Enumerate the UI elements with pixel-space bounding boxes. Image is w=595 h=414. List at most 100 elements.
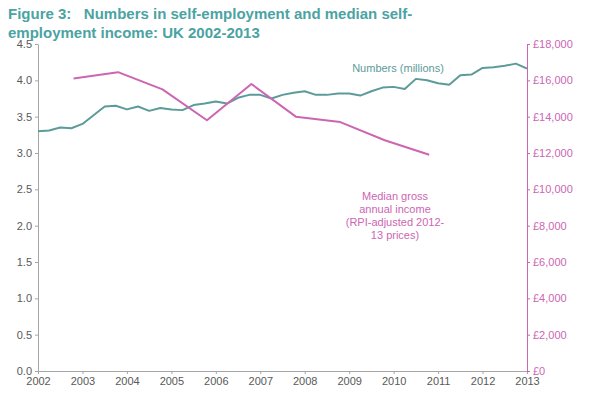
tick-label: £6,000 (533, 256, 567, 268)
tick: £18,000 (527, 38, 573, 50)
tick-mark (527, 189, 530, 190)
tick: 4.0 (17, 74, 38, 86)
tick-mark (35, 371, 38, 372)
tick: 2010 (382, 371, 406, 387)
tick-mark (35, 298, 38, 299)
x-axis: 2002200320042005200620072008200920102011… (26, 371, 539, 387)
tick-label: 0.5 (17, 329, 32, 341)
tick-mark (260, 371, 261, 374)
tick-label: £8,000 (533, 220, 567, 232)
tick: 2005 (160, 371, 184, 387)
tick-mark (527, 335, 530, 336)
tick-label: £16,000 (533, 74, 573, 86)
tick-label: 3.0 (17, 147, 32, 159)
tick: £2,000 (527, 329, 567, 341)
tick: 2003 (71, 371, 95, 387)
tick-label: 2.0 (17, 220, 32, 232)
y-axis: 0.0 0.5 1.0 1.5 2.0 2.5 3.0 3.5 4.0 4.5 (17, 38, 39, 377)
tick-mark (394, 371, 395, 374)
tick-mark (527, 298, 530, 299)
chart: 2002200320042005200620072008200920102011… (0, 0, 595, 414)
series-label: Numbers (millions) (318, 62, 478, 75)
tick-mark (483, 371, 484, 374)
tick: £14,000 (527, 111, 573, 123)
tick: 2012 (471, 371, 495, 387)
tick: 1.0 (17, 292, 38, 304)
tick-mark (35, 189, 38, 190)
tick-label: £2,000 (533, 329, 567, 341)
tick-mark (35, 153, 38, 154)
series-label: Median gross annual income (RPI-adjusted… (345, 190, 445, 242)
tick: 2004 (115, 371, 139, 387)
tick: 2006 (204, 371, 228, 387)
tick-mark (35, 262, 38, 263)
tick: £6,000 (527, 256, 567, 268)
tick: 0.0 (17, 365, 38, 377)
tick-mark (35, 44, 38, 45)
tick-mark (82, 371, 83, 374)
tick-mark (216, 371, 217, 374)
tick: 2.5 (17, 183, 38, 195)
tick: 2011 (427, 371, 451, 387)
tick-label: 2.5 (17, 183, 32, 195)
tick-label: 2012 (471, 375, 495, 387)
tick: 2.0 (17, 220, 38, 232)
tick-mark (35, 117, 38, 118)
series-line (74, 72, 430, 155)
tick-mark (127, 371, 128, 374)
tick-mark (527, 226, 530, 227)
tick: 3.0 (17, 147, 38, 159)
axis-line (39, 371, 528, 372)
plot-area (38, 64, 527, 155)
tick-label: 0.0 (17, 365, 32, 377)
tick-mark (171, 371, 172, 374)
tick-label: 2004 (115, 375, 139, 387)
tick: 2009 (337, 371, 361, 387)
tick: £10,000 (527, 183, 573, 195)
tick-mark (527, 80, 530, 81)
tick-label: 2006 (204, 375, 228, 387)
axis-line (527, 45, 528, 372)
tick-label: 2010 (382, 375, 406, 387)
tick-mark (527, 153, 530, 154)
tick: £0 (527, 365, 545, 377)
tick-label: £0 (533, 365, 545, 377)
tick-label: 2007 (249, 375, 273, 387)
tick: 2008 (293, 371, 317, 387)
tick-mark (305, 371, 306, 374)
tick-mark (35, 226, 38, 227)
tick-mark (35, 80, 38, 81)
tick-label: £4,000 (533, 292, 567, 304)
tick-label: 1.5 (17, 256, 32, 268)
tick: 1.5 (17, 256, 38, 268)
tick-label: £12,000 (533, 147, 573, 159)
tick: £16,000 (527, 74, 573, 86)
chart-title: Figure 3: Numbers in self-employment and… (8, 4, 478, 42)
tick: 4.5 (17, 38, 38, 50)
tick-label: 2011 (427, 375, 451, 387)
tick-mark (527, 262, 530, 263)
tick: 3.5 (17, 111, 38, 123)
tick: £8,000 (527, 220, 567, 232)
tick: £4,000 (527, 292, 567, 304)
tick-mark (349, 371, 350, 374)
tick-mark (438, 371, 439, 374)
tick-mark (527, 44, 530, 45)
tick-mark (35, 335, 38, 336)
tick-mark (527, 117, 530, 118)
tick-label: 4.5 (17, 38, 32, 50)
tick-label: £14,000 (533, 111, 573, 123)
y2-axis: £0 £2,000 £4,000 £6,000 £8,000 £10,000 £12,000… (527, 38, 573, 377)
tick-label: 2008 (293, 375, 317, 387)
tick: £12,000 (527, 147, 573, 159)
tick-mark (527, 371, 530, 372)
tick-label: 4.0 (17, 74, 32, 86)
tick-label: 2003 (71, 375, 95, 387)
tick: 2007 (249, 371, 273, 387)
tick-label: 2009 (337, 375, 361, 387)
tick-label: 1.0 (17, 292, 32, 304)
tick-label: £18,000 (533, 38, 573, 50)
tick-label: 2005 (160, 375, 184, 387)
axis-line (38, 45, 39, 372)
tick-label: £10,000 (533, 183, 573, 195)
